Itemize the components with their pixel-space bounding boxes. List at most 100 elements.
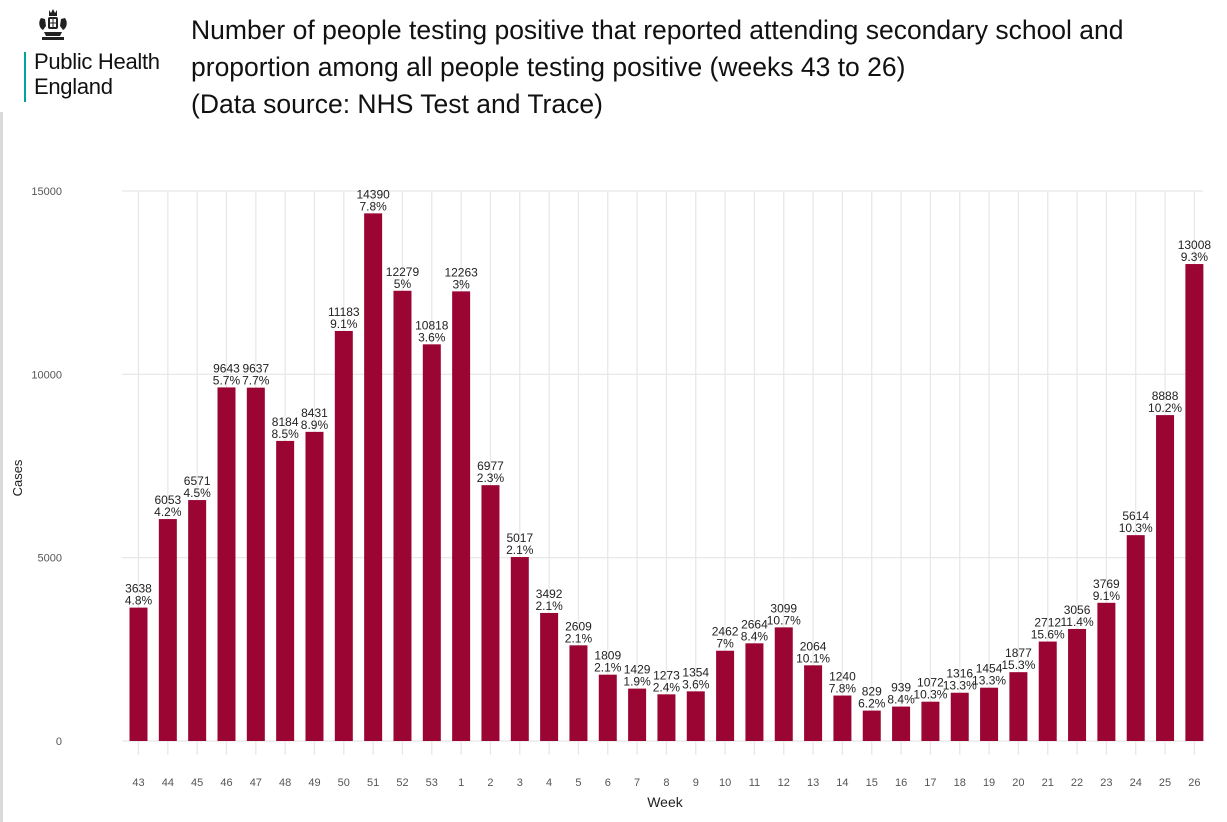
bar-proportion-label: 2.1% xyxy=(594,661,622,675)
bar-value-label: 6977 xyxy=(477,459,504,473)
bar xyxy=(1038,641,1057,741)
bar xyxy=(540,612,559,741)
bar-value-label: 14390 xyxy=(356,187,390,201)
x-tick-label: 26 xyxy=(1188,777,1200,789)
x-tick-label: 4 xyxy=(546,777,552,789)
x-tick-label: 50 xyxy=(338,777,350,789)
bar xyxy=(158,519,177,741)
bar-value-label: 13008 xyxy=(1178,238,1212,252)
x-tick-label: 14 xyxy=(836,777,848,789)
bar xyxy=(1126,535,1145,741)
bar-proportion-label: 7% xyxy=(716,637,734,651)
bar xyxy=(188,500,207,741)
bar-proportion-label: 7.8% xyxy=(829,682,857,696)
bar-proportion-label: 11.4% xyxy=(1060,615,1093,629)
bar-proportion-label: 7.8% xyxy=(359,199,387,213)
y-tick-label: 10000 xyxy=(31,369,62,381)
bar-value-label: 1240 xyxy=(829,670,856,684)
x-axis-title: Week xyxy=(647,794,684,810)
x-tick-label: 22 xyxy=(1071,777,1083,789)
bar-value-label: 1429 xyxy=(624,663,651,677)
bar xyxy=(481,485,500,741)
y-tick-label: 5000 xyxy=(38,553,62,565)
bar-proportion-label: 6.2% xyxy=(858,697,886,711)
bar-value-label: 1454 xyxy=(976,662,1003,676)
bar xyxy=(1009,672,1028,741)
bar-proportion-label: 15.3% xyxy=(1001,658,1035,672)
bar-value-label: 2064 xyxy=(800,639,827,653)
bar-layer xyxy=(129,213,1204,741)
bar-proportion-label: 9.3% xyxy=(1181,250,1209,264)
x-tick-label: 23 xyxy=(1100,777,1112,789)
bar xyxy=(921,701,940,741)
bar-value-label: 829 xyxy=(862,685,882,699)
logo-text-line1: Public Health xyxy=(34,49,160,74)
bar-proportion-label: 3.6% xyxy=(682,677,710,691)
bar xyxy=(364,213,383,741)
logo-text-line2: England xyxy=(34,74,113,99)
x-tick-label: 5 xyxy=(575,777,581,789)
bar-value-label: 1273 xyxy=(653,668,680,682)
x-tick-label: 9 xyxy=(693,777,699,789)
bar-proportion-label: 10.2% xyxy=(1148,401,1182,415)
bar xyxy=(716,650,735,741)
bar-proportion-label: 4.5% xyxy=(183,486,211,500)
x-tick-label: 24 xyxy=(1130,777,1142,789)
bar xyxy=(950,692,969,741)
page-title: Number of people testing positive that r… xyxy=(191,12,1211,123)
x-tick-label: 44 xyxy=(162,777,174,789)
bar-proportion-label: 9.1% xyxy=(330,317,358,331)
bar-proportion-label: 5% xyxy=(394,277,412,291)
x-tick-label: 49 xyxy=(308,777,320,789)
bar-proportion-label: 2.1% xyxy=(506,543,534,557)
x-tick-label: 15 xyxy=(866,777,878,789)
bar-proportion-label: 2.4% xyxy=(653,680,681,694)
bar-value-label: 3492 xyxy=(536,587,563,601)
bar-value-label: 1072 xyxy=(917,676,944,690)
bar-proportion-label: 3.6% xyxy=(418,330,446,344)
royal-crest-icon xyxy=(39,9,67,40)
x-tick-label: 21 xyxy=(1042,777,1054,789)
bar-value-label: 11183 xyxy=(328,305,360,319)
bar-value-label: 6571 xyxy=(184,474,211,488)
bar-proportion-label: 4.8% xyxy=(125,594,153,608)
x-tick-label: 12 xyxy=(778,777,790,789)
bar-value-label: 8184 xyxy=(272,415,299,429)
bar-proportion-label: 4.2% xyxy=(154,505,182,519)
x-tick-label: 2 xyxy=(487,777,493,789)
bar-proportion-label: 8.4% xyxy=(741,629,769,643)
bar-proportion-label: 10.7% xyxy=(767,613,801,627)
x-tick-label: 53 xyxy=(426,777,438,789)
bar-value-label: 8888 xyxy=(1152,389,1179,403)
bar xyxy=(276,440,295,741)
title-line-3: (Data source: NHS Test and Trace) xyxy=(191,89,603,119)
bar-value-label: 9637 xyxy=(242,362,269,376)
bar-value-label: 1354 xyxy=(682,665,709,679)
bar-value-label: 939 xyxy=(891,681,911,695)
x-tick-label: 7 xyxy=(634,777,640,789)
phe-logo: Public Health England xyxy=(22,8,182,103)
bar xyxy=(393,290,412,741)
bar-proportion-label: 8.4% xyxy=(887,693,915,707)
x-tick-label: 48 xyxy=(279,777,291,789)
bar-value-label: 9643 xyxy=(213,361,240,375)
bar-value-label: 12279 xyxy=(386,265,420,279)
bar-value-label: 1316 xyxy=(946,667,973,681)
bar-value-label: 1877 xyxy=(1005,646,1032,660)
bar-proportion-label: 2.1% xyxy=(535,599,563,613)
bar-value-label: 2712 xyxy=(1034,616,1061,630)
bar-value-label: 1809 xyxy=(594,649,621,663)
bar-value-label: 2462 xyxy=(712,625,739,639)
bar-proportion-label: 13.3% xyxy=(972,674,1006,688)
bar-value-label: 12263 xyxy=(444,265,478,279)
x-tick-label: 17 xyxy=(924,777,936,789)
bar-proportion-label: 5.7% xyxy=(213,373,241,387)
x-tick-label: 51 xyxy=(367,777,379,789)
bar xyxy=(892,706,911,741)
bar-value-label: 5614 xyxy=(1122,509,1149,523)
slide-edge xyxy=(0,112,3,822)
bar-value-label: 10818 xyxy=(415,318,449,332)
